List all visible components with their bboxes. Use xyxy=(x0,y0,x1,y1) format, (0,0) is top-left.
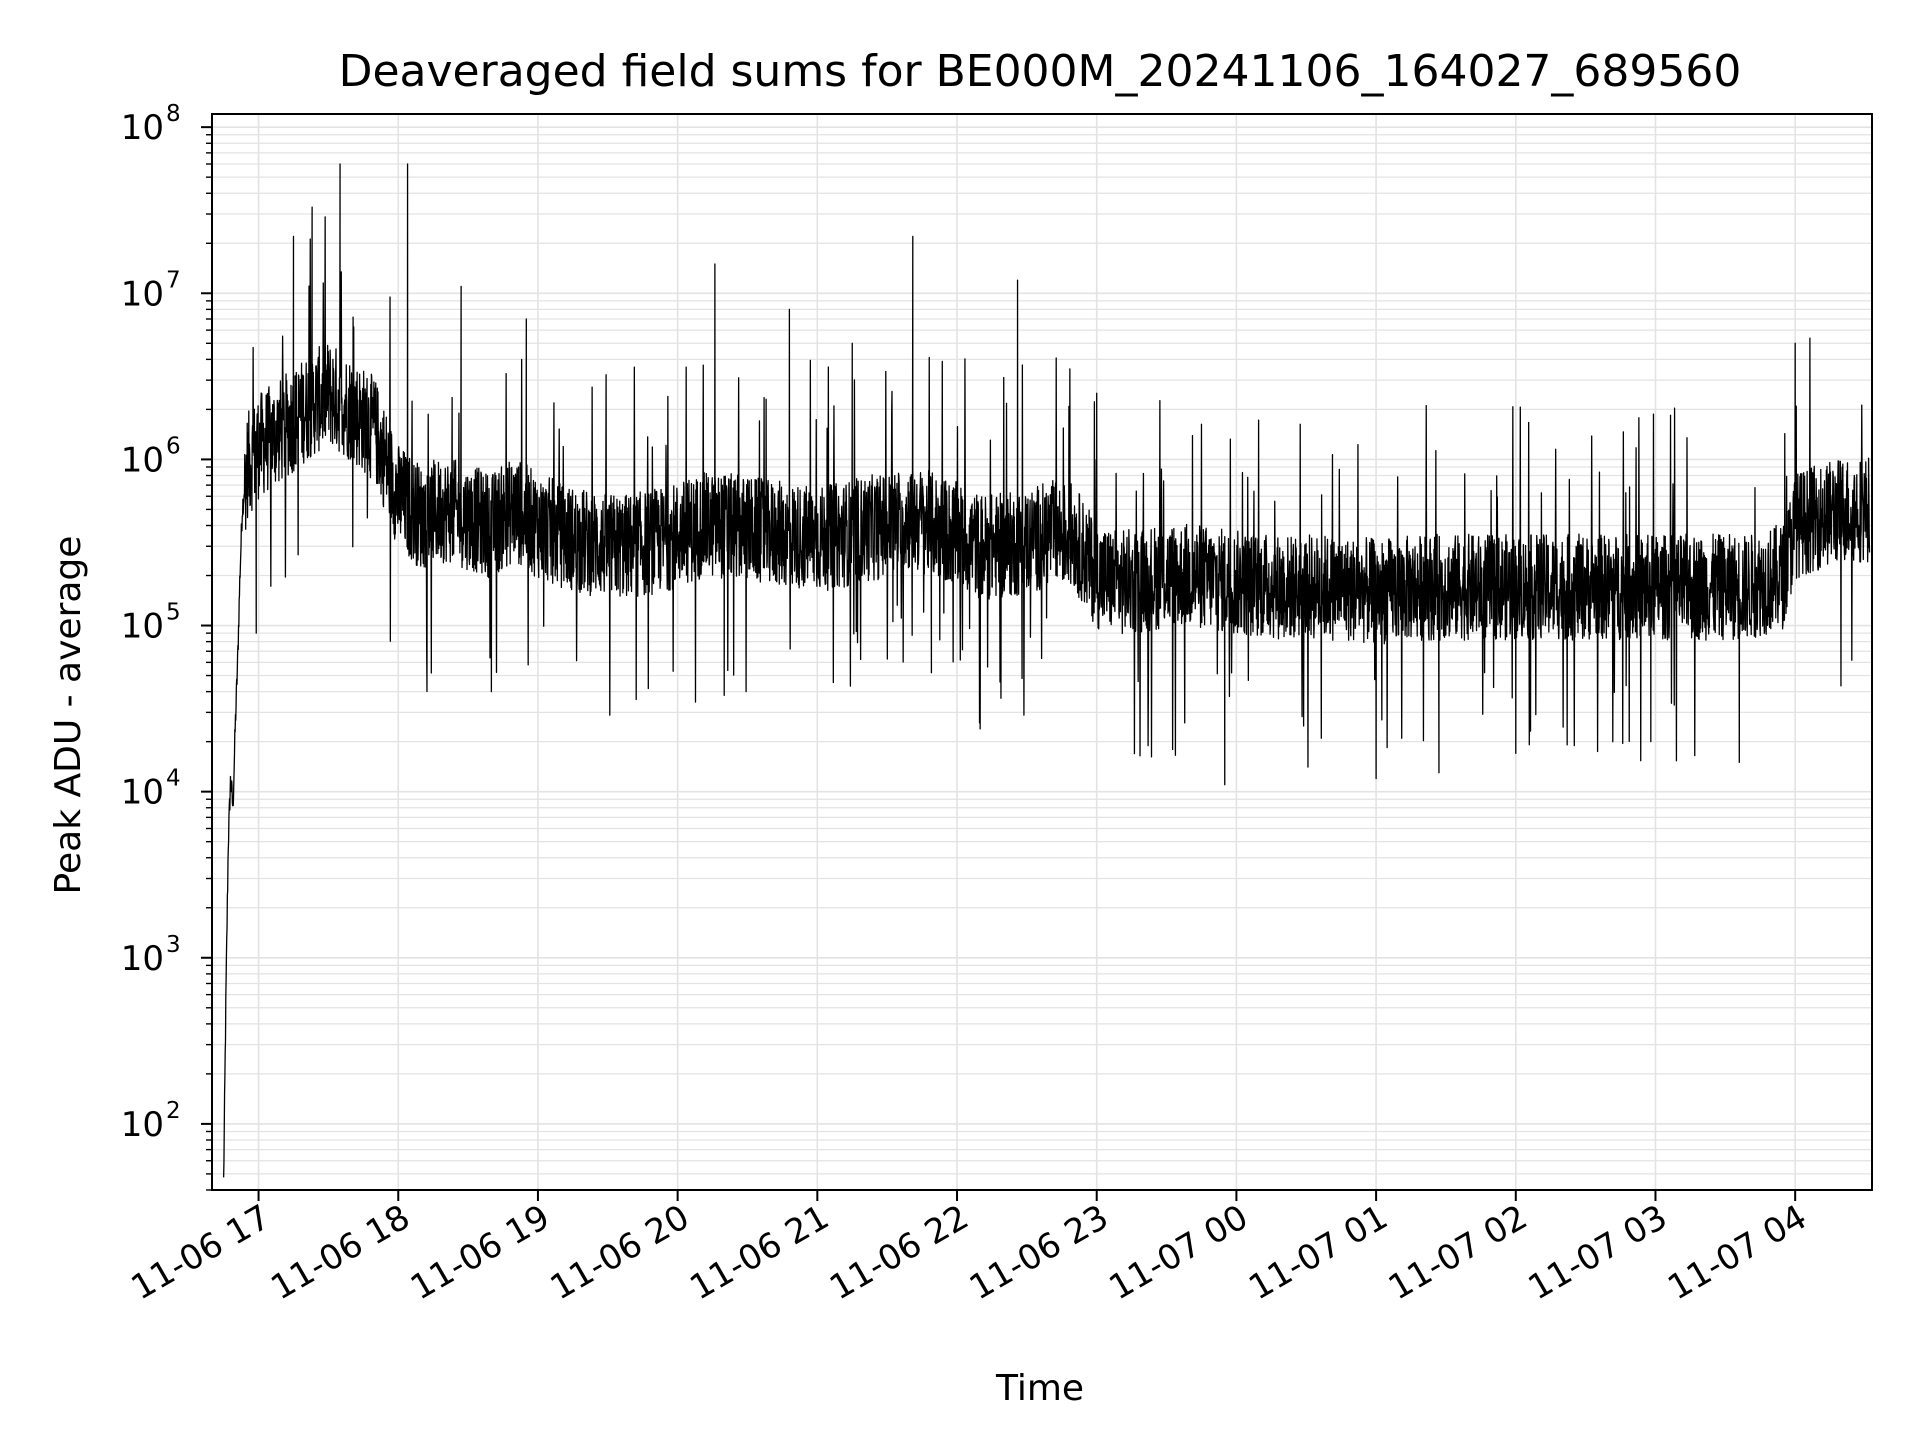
y-tick-exponent: 4 xyxy=(166,766,181,792)
y-tick-label: 10 xyxy=(121,939,164,979)
chart-title: Deaveraged field sums for BE000M_2024110… xyxy=(339,46,1742,97)
plot-area xyxy=(222,163,1871,1178)
y-tick-exponent: 5 xyxy=(166,600,181,626)
y-tick-label: 10 xyxy=(121,1105,164,1145)
y-tick-label: 10 xyxy=(121,108,164,148)
y-tick-label: 10 xyxy=(121,773,164,813)
y-tick-label: 10 xyxy=(121,440,164,480)
y-tick-exponent: 6 xyxy=(166,433,181,459)
y-axis-title: Peak ADU - average xyxy=(48,536,89,895)
plot-frame xyxy=(211,113,1873,1191)
y-tick-exponent: 3 xyxy=(166,932,181,958)
y-tick-label: 10 xyxy=(121,607,164,647)
y-tick-exponent: 7 xyxy=(166,267,181,293)
series-line xyxy=(222,163,1871,1178)
y-tick-exponent: 2 xyxy=(166,1098,181,1124)
y-tick-exponent: 8 xyxy=(166,101,181,127)
y-tick-label: 10 xyxy=(121,274,164,314)
x-axis-title: Time xyxy=(995,1368,1084,1409)
